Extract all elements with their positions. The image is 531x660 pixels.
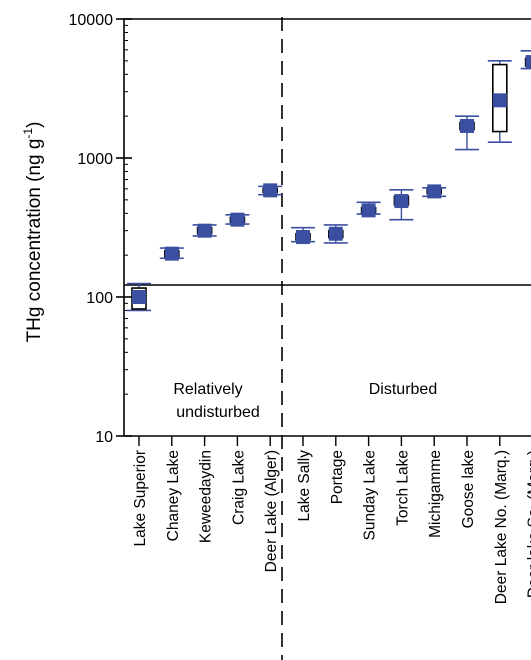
x-category-label: Keweedaydin — [198, 450, 215, 543]
y-tick-label: 1000 — [77, 151, 113, 168]
median-marker — [525, 55, 531, 70]
median-marker — [296, 230, 310, 245]
y-tick-label: 100 — [86, 290, 113, 307]
x-category-label: Lake Sally — [296, 450, 313, 522]
region-label-undisturbed-line1: Relatively — [173, 381, 242, 398]
median-marker — [361, 203, 376, 218]
median-marker — [164, 246, 179, 261]
x-category-label: Deer lake So. (Marq.) — [526, 450, 531, 598]
y-tick-label: 10000 — [69, 12, 114, 29]
median-marker — [197, 223, 212, 238]
x-category-label: Deer Lake No. (Marq.) — [493, 450, 510, 604]
x-category-label: Goose lake — [460, 450, 477, 528]
median-marker — [427, 184, 442, 199]
y-tick-label: 10 — [95, 429, 113, 446]
y-axis-title: THg concentration (ng g-1) — [21, 122, 45, 343]
x-category-label: Portage — [329, 450, 346, 504]
median-marker — [492, 93, 507, 108]
x-category-label: Sunday Lake — [362, 450, 379, 541]
x-category-label: Deer Lake (Alger) — [263, 450, 280, 572]
x-category-label: Michigamme — [427, 450, 444, 538]
median-marker — [328, 226, 343, 241]
x-category-label: Lake Superior — [132, 450, 149, 547]
median-marker — [394, 194, 409, 209]
region-label-disturbed: Disturbed — [369, 381, 437, 398]
x-category-label: Torch Lake — [394, 450, 411, 526]
region-label-undisturbed-line2: undisturbed — [176, 404, 260, 421]
median-marker — [460, 118, 474, 133]
median-marker — [230, 212, 245, 227]
median-marker — [132, 290, 146, 304]
x-category-label: Craig Lake — [230, 450, 247, 525]
x-category-label: Chaney Lake — [165, 450, 182, 541]
median-marker — [263, 183, 278, 198]
